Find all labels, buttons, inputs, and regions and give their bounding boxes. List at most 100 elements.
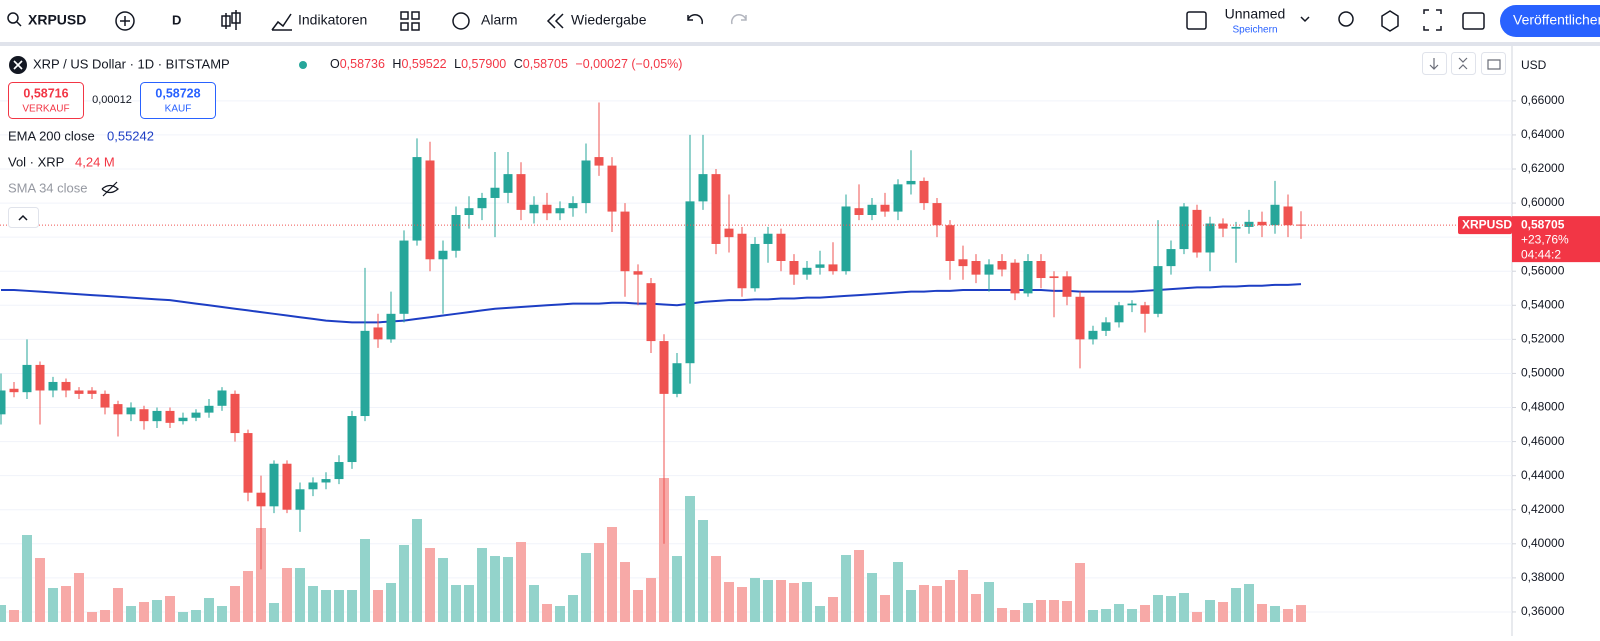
candle-body (1179, 206, 1189, 250)
buy-button[interactable] (140, 82, 216, 119)
maximize-button[interactable] (1481, 52, 1506, 75)
snapshot-icon[interactable] (1462, 12, 1485, 30)
candle-body (984, 264, 994, 275)
toolbar (0, 0, 1600, 42)
candle-body (230, 393, 240, 434)
indicator-name: SMA 34 close (8, 180, 88, 195)
candle-body (1283, 206, 1293, 226)
candle-body (542, 204, 552, 214)
chart-type-icon[interactable] (221, 10, 241, 30)
save-label[interactable]: Speichern (1232, 25, 1277, 36)
dropdown-icon[interactable] (1300, 16, 1310, 23)
symbol-tag (1458, 216, 1512, 235)
volume-bar (1153, 595, 1163, 622)
volume-bar (217, 606, 227, 622)
candle-body (347, 416, 357, 463)
volume-bar (22, 535, 32, 622)
candle-body (1088, 330, 1098, 340)
candle-body (308, 482, 318, 490)
interval[interactable]: D (172, 12, 181, 27)
indicators-icon (271, 13, 292, 31)
candle-body (815, 264, 825, 268)
volume-bar (464, 585, 474, 622)
symbol-tag-label: XRPUSD (1462, 217, 1512, 231)
volume-bar (984, 582, 994, 622)
candle-body (867, 204, 877, 216)
candle-body (22, 364, 32, 393)
publish-button[interactable]: Veröffentlichen (1500, 5, 1600, 37)
collapse-button[interactable] (1451, 52, 1476, 75)
symbol-search[interactable]: XRPUSD (7, 12, 86, 28)
change: −0,00027 (−0,05%) (575, 57, 682, 71)
volume-bar (698, 520, 708, 622)
candle-body (698, 174, 708, 202)
buy-label: KAUF (165, 104, 192, 115)
indicators-label: Indikatoren (298, 12, 367, 28)
redo-icon[interactable] (730, 14, 747, 25)
volume-bar (503, 557, 513, 622)
candle-body (412, 157, 422, 241)
candle-body (893, 184, 903, 212)
pane-icons (1429, 57, 1501, 70)
ohlc-key: L (454, 57, 461, 71)
volume-bar (334, 590, 344, 622)
indicator-value: 0,55242 (107, 128, 154, 143)
candle-body (646, 283, 656, 342)
legend-title: XRP / US Dollar · 1D · BITSTAMP (33, 56, 230, 71)
replay-label: Wiedergabe (571, 12, 647, 28)
candle-body (425, 160, 435, 260)
candle-body (958, 259, 968, 267)
quick-search-icon[interactable] (1338, 11, 1354, 27)
volume-bar (425, 548, 435, 622)
candle-body (178, 417, 188, 422)
candle-body (1270, 204, 1280, 226)
candle-body (1244, 221, 1254, 227)
candle-body (269, 463, 279, 507)
templates-icon[interactable] (400, 11, 420, 31)
candle-body (464, 208, 474, 216)
indicators-button[interactable]: Indikatoren (271, 12, 367, 31)
volume-bar (906, 590, 916, 622)
fullscreen-icon[interactable] (1423, 9, 1442, 31)
volume-bar (724, 582, 734, 622)
volume-bar (802, 582, 812, 622)
sell-button[interactable] (8, 82, 84, 119)
indicator-name: EMA 200 close (8, 128, 95, 143)
candle-body (672, 363, 682, 394)
layout-name[interactable]: Unnamed (1225, 6, 1286, 22)
candle-body (256, 492, 266, 507)
candle-body (1114, 305, 1124, 323)
compare-button[interactable] (115, 11, 135, 31)
replay-button[interactable]: Wiedergabe (546, 12, 647, 29)
settings-icon[interactable] (1381, 10, 1399, 32)
volume-bar (1179, 593, 1189, 622)
volume-bar (607, 527, 617, 622)
undo-icon[interactable] (687, 14, 704, 25)
candle-body (607, 165, 617, 212)
candle-body (477, 197, 487, 209)
candle-body (776, 233, 786, 261)
search-icon (7, 12, 19, 24)
volume-bar (1075, 563, 1085, 622)
volume-bar (1166, 596, 1176, 622)
candle-body (828, 264, 838, 272)
y-tick-label: 0,60000 (1521, 195, 1565, 209)
alert-button[interactable]: Alarm (452, 12, 518, 30)
collapse-icon (18, 214, 28, 221)
volume-bar (399, 545, 409, 622)
volume-bar (412, 519, 422, 622)
volume-bar (516, 542, 526, 622)
candle-body (386, 313, 396, 340)
volume-bar (919, 585, 929, 622)
candle-body (763, 233, 773, 244)
candle-body (685, 201, 695, 364)
volume-bar (555, 606, 565, 622)
y-tick-label: 0,36000 (1521, 604, 1565, 618)
candle-body (360, 330, 370, 417)
ohlc-value: 0,57900 (461, 57, 506, 71)
hidden-icon[interactable] (101, 181, 119, 197)
layout-icon[interactable] (1186, 11, 1207, 30)
volume-bar (750, 578, 760, 622)
publish-bg (1500, 5, 1600, 37)
volume-bar (1127, 609, 1137, 622)
